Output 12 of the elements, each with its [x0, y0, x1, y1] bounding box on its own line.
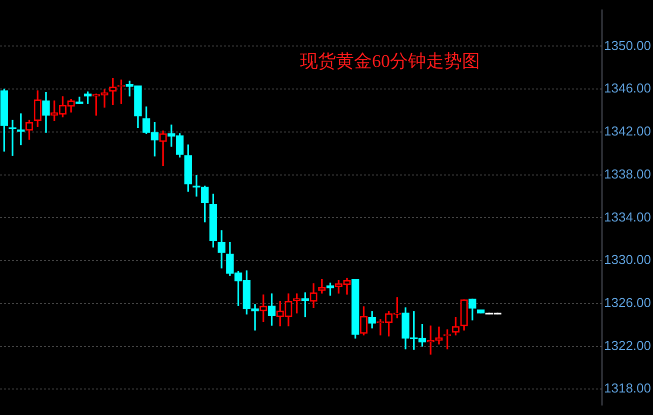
y-tick-label: 1326.00: [604, 294, 652, 310]
y-tick-label: 1350.00: [604, 38, 652, 53]
y-tick-label: 1330.00: [604, 252, 652, 268]
y-tick-label: 1342.00: [604, 124, 652, 139]
y-tick-label: 1318.00: [604, 380, 652, 396]
y-tick-label: 1334.00: [604, 209, 652, 224]
candlestick: [159, 130, 167, 166]
text: 现货黄金60分钟走势图: [300, 50, 480, 73]
y-tick-label: 1346.00: [604, 80, 652, 96]
y-tick-label: 1338.00: [604, 166, 652, 182]
y-tick-label: 1322.00: [604, 338, 652, 353]
candlestick: [8, 120, 16, 156]
